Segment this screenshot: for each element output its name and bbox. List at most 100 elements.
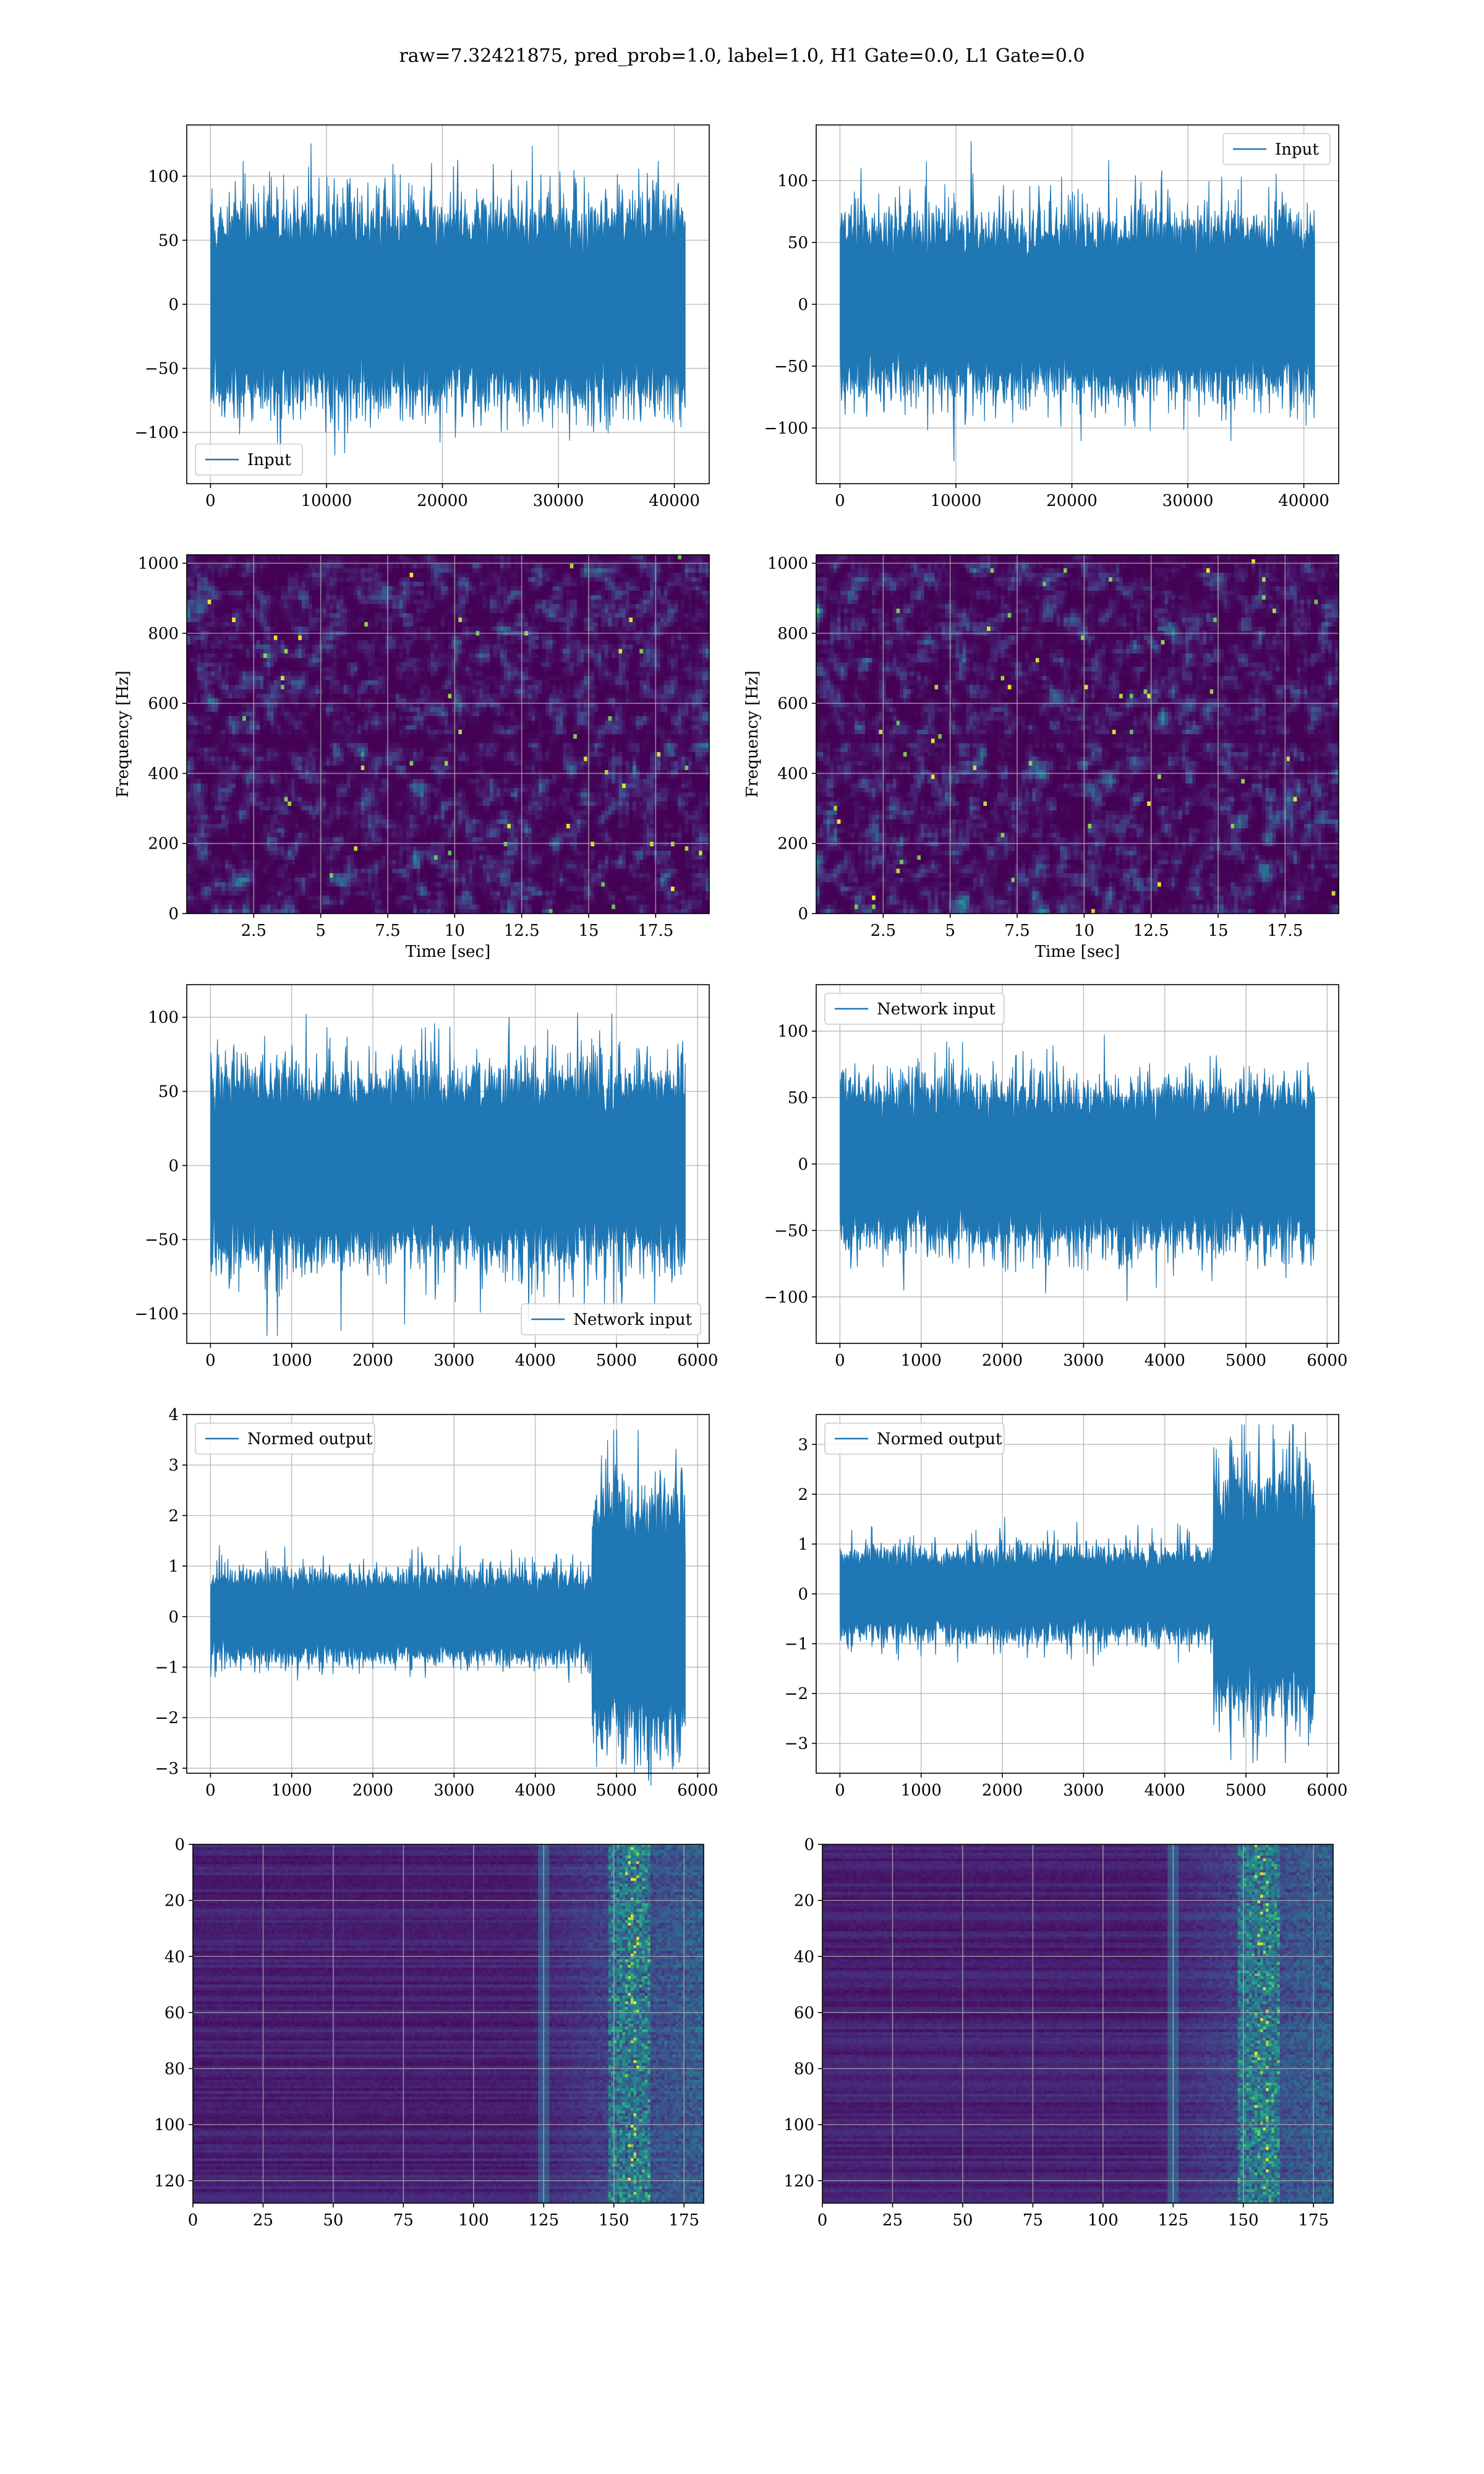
x-tick-label: 5000 <box>1226 1351 1266 1370</box>
y-tick-label: 600 <box>777 695 808 713</box>
y-tick-label: 0 <box>174 1836 185 1854</box>
y-axis-label: Frequency [Hz] <box>743 670 762 798</box>
y-tick-label: 100 <box>154 2116 185 2134</box>
x-tick-label: 0 <box>188 2211 198 2230</box>
y-tick-label: 1 <box>168 1557 179 1576</box>
y-tick-label: 0 <box>168 296 179 314</box>
y-tick-label: 1 <box>798 1535 808 1554</box>
legend: Network input <box>521 1304 701 1335</box>
x-tick-label: 4000 <box>515 1351 556 1370</box>
feature-map-image <box>193 1844 704 2204</box>
y-tick-label: 60 <box>794 2004 814 2022</box>
y-tick-label: 2 <box>798 1486 808 1504</box>
y-tick-label: 50 <box>158 1083 179 1102</box>
x-tick-label: 5000 <box>1226 1781 1266 1800</box>
x-tick-label: 100 <box>458 2211 489 2230</box>
y-tick-label: 1000 <box>767 555 808 573</box>
x-tick-label: 2000 <box>982 1781 1023 1800</box>
x-tick-label: 150 <box>599 2211 629 2230</box>
y-tick-label: 40 <box>164 1948 185 1966</box>
axes-h1-normed-output: 0 1000 2000 3000 4000 5000 6000−3−2−101234Norm… <box>155 1406 719 1800</box>
x-tick-label: 3000 <box>433 1351 474 1370</box>
feature-map-image <box>822 1844 1334 2204</box>
x-tick-label: 0 <box>205 1351 216 1370</box>
y-tick-label: 2 <box>168 1507 179 1525</box>
y-tick-label: −50 <box>145 1231 179 1249</box>
y-tick-label: 100 <box>148 168 179 186</box>
x-tick-label: 6000 <box>677 1351 718 1370</box>
x-tick-label: 10000 <box>931 492 982 510</box>
legend-entry: Normed output <box>877 1430 1002 1449</box>
x-tick-label: 3000 <box>1063 1351 1104 1370</box>
y-tick-label: 50 <box>158 231 179 250</box>
y-tick-label: −100 <box>764 1288 808 1307</box>
y-tick-label: 20 <box>794 1892 814 1911</box>
legend: Normed output <box>825 1423 1004 1454</box>
y-tick-label: 100 <box>777 172 808 190</box>
x-tick-label: 100 <box>1088 2211 1119 2230</box>
series-line-normed-output <box>840 1424 1315 1763</box>
axes-h1-network-input: 0 1000 2000 3000 4000 5000 6000−100−50050100Ne… <box>135 985 719 1370</box>
x-tick-label: 4000 <box>1145 1781 1185 1800</box>
x-tick-label: 0 <box>817 2211 828 2230</box>
legend-entry: Input <box>247 451 291 469</box>
axes-h1-spectrogram: 2.5 5 7.5 10 12.5 15 17.502004006008001000Time… <box>114 555 710 961</box>
y-tick-label: 120 <box>783 2172 814 2191</box>
x-axis-label: Time [sec] <box>406 943 491 961</box>
x-tick-label: 4000 <box>1145 1351 1185 1370</box>
x-tick-label: 125 <box>1158 2211 1188 2230</box>
y-tick-label: −50 <box>774 357 808 376</box>
y-tick-label: −100 <box>135 424 179 442</box>
x-tick-label: 30000 <box>533 492 584 510</box>
y-tick-label: −2 <box>785 1685 808 1703</box>
series-line-network-input <box>211 1012 685 1336</box>
x-tick-label: 6000 <box>677 1781 718 1800</box>
axes-l1-spectrogram: 2.5 5 7.5 10 12.5 15 17.502004006008001000Time… <box>743 555 1339 961</box>
y-tick-label: 100 <box>783 2116 814 2134</box>
x-tick-label: 2.5 <box>241 922 267 940</box>
y-tick-label: 50 <box>788 1089 808 1108</box>
x-tick-label: 175 <box>668 2211 699 2230</box>
legend: Normed output <box>195 1423 375 1454</box>
x-tick-label: 3000 <box>1063 1781 1104 1800</box>
x-tick-label: 1000 <box>271 1781 312 1800</box>
x-tick-label: 1000 <box>901 1351 942 1370</box>
legend: Input <box>1223 134 1330 165</box>
x-tick-label: 2000 <box>352 1351 393 1370</box>
y-tick-label: 40 <box>794 1948 814 1966</box>
x-tick-label: 10 <box>445 922 465 940</box>
series-line-input <box>211 143 685 471</box>
x-tick-label: 12.5 <box>1133 922 1169 940</box>
y-tick-label: 60 <box>164 2004 185 2022</box>
y-tick-label: 0 <box>804 1836 814 1854</box>
y-axis-label: Frequency [Hz] <box>114 670 132 798</box>
y-tick-label: 120 <box>154 2172 185 2191</box>
y-tick-label: 3 <box>168 1457 179 1475</box>
spectrogram-image <box>187 555 710 914</box>
y-tick-label: 600 <box>148 695 179 713</box>
series-line-input <box>840 141 1315 461</box>
y-tick-label: 200 <box>148 835 179 854</box>
legend: Network input <box>825 993 1004 1024</box>
y-tick-label: −100 <box>764 419 808 438</box>
x-tick-label: 5000 <box>596 1351 637 1370</box>
series-line-normed-output <box>211 1430 685 1786</box>
y-tick-label: 400 <box>777 764 808 783</box>
y-tick-label: 50 <box>788 234 808 252</box>
legend: Input <box>195 444 302 475</box>
x-tick-label: 3000 <box>433 1781 474 1800</box>
x-tick-label: 1000 <box>901 1781 942 1800</box>
x-tick-label: 5000 <box>596 1781 637 1800</box>
y-tick-label: −3 <box>785 1735 808 1753</box>
x-tick-label: 15 <box>578 922 599 940</box>
y-tick-label: 200 <box>777 835 808 854</box>
y-tick-label: 0 <box>798 905 808 923</box>
x-tick-label: 50 <box>952 2211 973 2230</box>
x-axis-label: Time [sec] <box>1035 943 1120 961</box>
x-tick-label: 75 <box>1023 2211 1043 2230</box>
